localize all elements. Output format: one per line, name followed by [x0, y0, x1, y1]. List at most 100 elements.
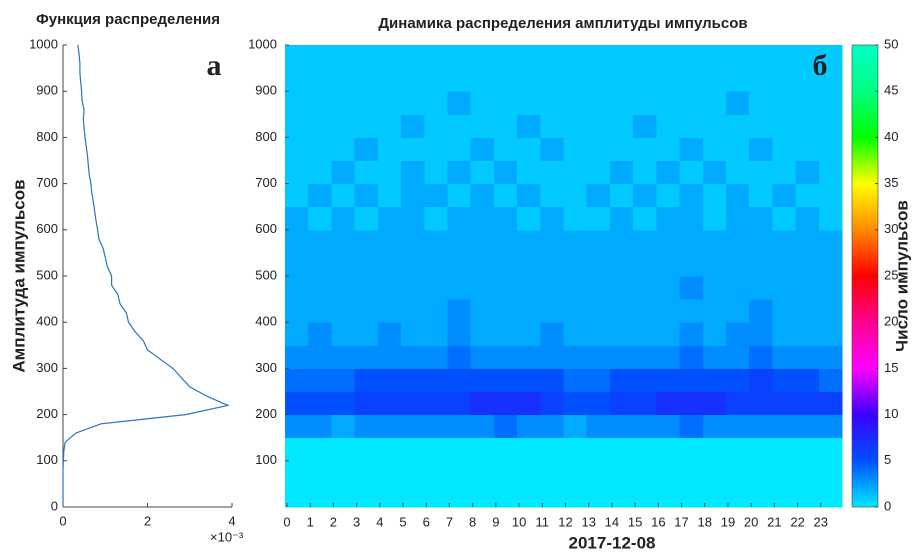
heatmap-cell [563, 437, 588, 462]
y-tick-label: 1000 [248, 36, 277, 51]
heatmap-cell [377, 299, 402, 323]
heatmap-cell [609, 45, 634, 69]
heatmap-cell [702, 322, 727, 346]
heatmap-cell [540, 391, 564, 416]
heatmap-cell [285, 414, 309, 439]
heatmap-cell [540, 414, 564, 439]
heatmap-cell [609, 322, 634, 346]
x-tick-label: 15 [628, 514, 642, 529]
heatmap-cell [563, 206, 588, 231]
heatmap-cell [354, 299, 379, 323]
heatmap-cell [308, 345, 332, 369]
heatmap-cell [725, 460, 750, 485]
heatmap-cell [563, 276, 588, 300]
heatmap-cell [795, 114, 820, 138]
heatmap-cell [470, 483, 495, 508]
heatmap-cell [702, 414, 727, 439]
heatmap-cell [285, 252, 309, 277]
heatmap-cell [679, 460, 704, 485]
heatmap-cell [795, 437, 820, 462]
heatmap-cell [609, 114, 634, 138]
heatmap-cell [447, 437, 472, 462]
heatmap-cell [493, 391, 518, 416]
heatmap-cell [447, 183, 472, 208]
heatmap-cell [633, 68, 657, 92]
colorbar-tick-label: 20 [884, 314, 898, 329]
heatmap-cell [401, 276, 425, 300]
heatmap-cell [354, 252, 379, 277]
heatmap-cell [354, 206, 379, 231]
heatmap-cell [749, 276, 773, 300]
heatmap-cell [795, 299, 820, 323]
heatmap-cell [447, 299, 472, 323]
heatmap-cell [424, 183, 448, 208]
heatmap-cell [331, 437, 356, 462]
x-tick-label: 21 [767, 514, 781, 529]
heatmap-cell [818, 160, 843, 185]
heatmap-cell [540, 160, 564, 185]
heatmap-cell [377, 91, 402, 115]
heatmap-cell [586, 414, 611, 439]
heatmap-cell [470, 368, 495, 392]
heatmap-cell [609, 229, 634, 254]
heatmap-cell [517, 91, 541, 115]
x-tick-label: 8 [469, 514, 476, 529]
heatmap-cell [633, 345, 657, 369]
heatmap-cell [540, 45, 564, 69]
heatmap-cell [517, 483, 541, 508]
heatmap-cell [749, 391, 773, 416]
y-tick-label: 600 [255, 221, 277, 236]
heatmap-cell [772, 229, 797, 254]
colorbar-tick-label: 45 [884, 83, 898, 98]
heatmap-cell [679, 229, 704, 254]
heatmap-cell [795, 276, 820, 300]
heatmap-cell [354, 368, 379, 392]
heatmap-cell [772, 368, 797, 392]
heatmap-cell [308, 414, 332, 439]
heatmap-cell [285, 206, 309, 231]
heatmap-cell [470, 276, 495, 300]
heatmap-cell [795, 45, 820, 69]
heatmap-cell [308, 276, 332, 300]
heatmap-cell [354, 183, 379, 208]
heatmap-cell [377, 368, 402, 392]
heatmap-cell [285, 114, 309, 138]
colorbar-tick-label: 30 [884, 221, 898, 236]
heatmap-cell [447, 414, 472, 439]
heatmap-cell [470, 229, 495, 254]
x-tick-label: 6 [423, 514, 430, 529]
heatmap-cell [331, 460, 356, 485]
heatmap-cell [725, 206, 750, 231]
distribution-line [62, 44, 230, 507]
heatmap-cell [447, 229, 472, 254]
heatmap-cell [818, 299, 843, 323]
heatmap-cell [447, 45, 472, 69]
heatmap-cell [285, 368, 309, 392]
heatmap-cell [424, 483, 448, 508]
heatmap-cell [563, 114, 588, 138]
heatmap-cell [331, 45, 356, 69]
heatmap-cell [679, 206, 704, 231]
heatmap-cell [818, 137, 843, 161]
heatmap-cell [424, 368, 448, 392]
heatmap-cell [586, 91, 611, 115]
heatmap-cell [656, 91, 681, 115]
heatmap-cell [447, 206, 472, 231]
heatmap-cell [586, 460, 611, 485]
heatmap-cell [470, 345, 495, 369]
heatmap-cell [424, 229, 448, 254]
heatmap-cell [285, 322, 309, 346]
heatmap-cell [447, 483, 472, 508]
x-tick-label: 11 [536, 514, 550, 529]
heatmap-cell [609, 368, 634, 392]
heatmap-cell [563, 91, 588, 115]
heatmap-cell [656, 160, 681, 185]
heatmap-cell [285, 68, 309, 92]
heatmap-cell [540, 276, 564, 300]
heatmap-cell [749, 299, 773, 323]
heatmap-cell [308, 460, 332, 485]
heatmap-cell [424, 460, 448, 485]
heatmap-cell [633, 299, 657, 323]
heatmap-cell [586, 183, 611, 208]
heatmap-cell [285, 229, 309, 254]
